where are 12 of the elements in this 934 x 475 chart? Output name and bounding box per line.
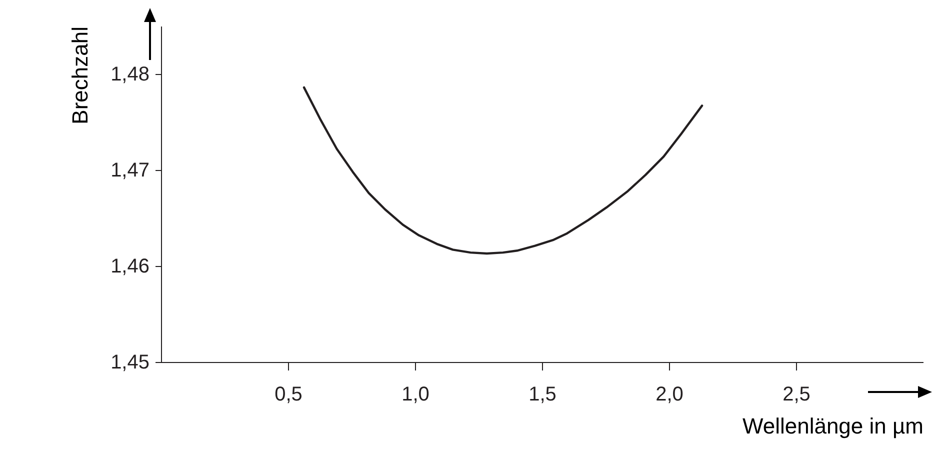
x-tick-label: 2,5: [782, 384, 810, 406]
y-axis-title: Brechzahl: [68, 26, 93, 124]
y-tick-label: 1,46: [110, 256, 150, 278]
x-tick-label: 0,5: [274, 384, 302, 406]
y-tick-label: 1,48: [110, 64, 150, 86]
line-series: [302, 86, 704, 255]
x-tick-label: 2,0: [656, 384, 684, 406]
y-tick-label: 1,45: [110, 352, 150, 374]
x-axis-title: Wellenlänge in µm: [742, 414, 924, 438]
x-tick-label: 1,0: [402, 384, 430, 406]
y-tick-label: 1,47: [110, 160, 150, 182]
x-tick-label: 1,5: [528, 384, 556, 406]
